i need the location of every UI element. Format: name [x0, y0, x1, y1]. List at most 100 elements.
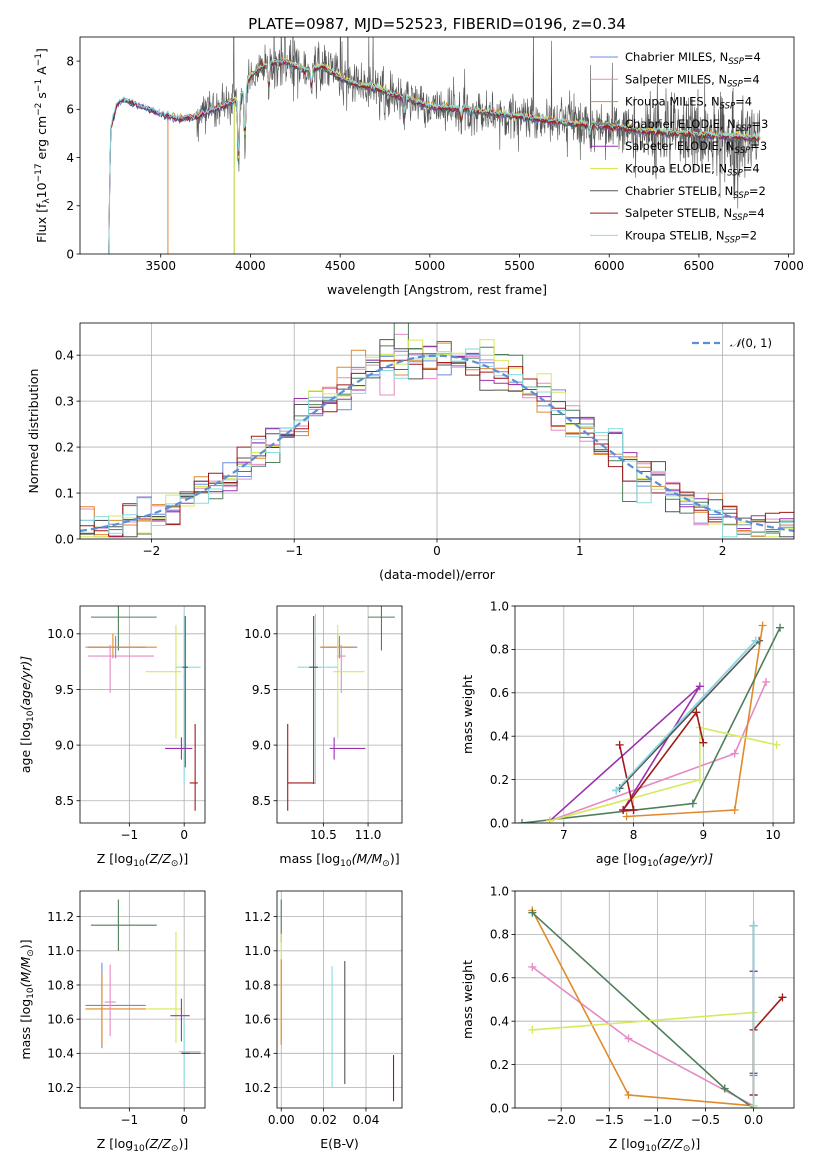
legend-entry-6: Chabrier STELIB, NSSP=2	[625, 184, 766, 201]
y-axis-label: Flux [fλ10−17 erg cm−2 s−1 A−1]	[34, 48, 52, 243]
legend-entry-5: Kroupa ELODIE, NSSP=4	[625, 162, 760, 179]
legend-entry-1: Salpeter MILES, NSSP=4	[625, 72, 760, 89]
data-point	[776, 623, 785, 632]
point-kroupa-elodie	[145, 624, 182, 739]
point-salpeter-elodie	[164, 737, 193, 760]
hist-chabrier-stelib	[80, 339, 794, 538]
xtick-label: −1	[120, 828, 138, 842]
chart-age-vs-Z: −1 0 8.5 9.0 9.5 10.0 Z [log10(Z/Z⊙)] age [log1…	[18, 605, 206, 869]
data-point	[730, 805, 739, 814]
xtick-label: 9	[700, 828, 708, 842]
ytick-label: 1.0	[490, 599, 509, 613]
ytick-label: 8.5	[55, 794, 74, 808]
ytick-label: 0.0	[55, 532, 74, 546]
data-point	[528, 962, 537, 971]
data-point	[720, 1084, 729, 1093]
ytick-label: 8.5	[252, 794, 271, 808]
point-chabrier-elodie	[368, 606, 395, 651]
series-line	[532, 1011, 755, 1106]
data-point	[629, 805, 638, 814]
data-point	[619, 805, 628, 814]
ytick-label: 11.2	[47, 910, 74, 924]
xtick-label: 0.00	[268, 1113, 295, 1127]
series-model-salpeter-elodie	[108, 59, 761, 253]
point-chabrier-elodie	[90, 899, 157, 951]
point-salpeter-stelib	[287, 723, 315, 811]
ytick-label: 0.0	[490, 1101, 509, 1115]
x-axis-label: E(B-V)	[320, 1136, 359, 1151]
ytick-label: 11.0	[47, 944, 74, 958]
xtick-label: −0.5	[691, 1113, 720, 1127]
chart-age-vs-mass: 10.5 11.0 8.5 9.0 9.5 10.0 mass [log10(M/M⊙)]	[244, 605, 403, 869]
xtick-label: −1.5	[595, 1113, 624, 1127]
data-point	[528, 1025, 537, 1034]
plot-area-age-vs-Z	[85, 606, 201, 811]
axes-frame	[79, 36, 795, 255]
ytick-label: 11.0	[244, 944, 271, 958]
ytick-label: 10.4	[244, 1047, 271, 1061]
ytick-label: 9.5	[55, 683, 74, 697]
series-line	[549, 726, 777, 822]
ytick-label: 11.2	[244, 910, 271, 924]
data-point	[699, 738, 708, 747]
point-kroupa-stelib	[297, 613, 338, 785]
ytick-label: 9.5	[252, 683, 271, 697]
y-axis-label: mass weight	[460, 675, 475, 754]
ytick-label: 0	[66, 247, 74, 261]
data-point	[688, 799, 697, 808]
data-point	[758, 621, 767, 630]
xtick-label: 1	[576, 544, 584, 558]
data-point	[772, 740, 781, 749]
xtick-label: 0.0	[744, 1113, 763, 1127]
legend-entry-normal: 𝒩(0, 1)	[730, 336, 772, 350]
ytick-label: 10.2	[244, 1081, 271, 1095]
xtick-label: 10.5	[310, 828, 337, 842]
xtick-label: 10	[765, 828, 780, 842]
point-chabrier-stelib	[182, 616, 189, 768]
point-kroupa-elodie	[333, 624, 365, 739]
ytick-label: 0.2	[55, 440, 74, 454]
xtick-label: 0	[433, 544, 441, 558]
ytick-label: 9.0	[55, 738, 74, 752]
chart-mass-vs-Z: −1 0 10.2 10.4 10.6 10.8 11.0 11.2 Z [log10(Z/Z⊙…	[18, 890, 206, 1154]
y-axis-label: mass weight	[460, 960, 475, 1039]
plot-area-mass-vs-EBV	[280, 899, 395, 1102]
point-chabrier-elodie	[90, 606, 157, 651]
point-salpeter-elodie	[170, 998, 190, 1042]
y-axis-label: mass [log10(M/M⊙)]	[18, 939, 36, 1059]
data-point	[695, 682, 704, 691]
x-axis-label: Z [log10(Z/Z⊙)]	[97, 1136, 188, 1154]
series-line	[752, 996, 784, 1095]
x-axis-label: mass [log10(M/M⊙)]	[279, 851, 399, 869]
series-salpeter-stelib	[615, 708, 708, 814]
axes-frame	[79, 890, 206, 1109]
ytick-label: 0.6	[490, 686, 509, 700]
data-point	[730, 749, 739, 758]
hist-kroupa-stelib	[80, 348, 794, 538]
series-kroupa-stelib	[612, 636, 760, 795]
plot-area-age-vs-mass	[287, 606, 395, 811]
xtick-label: 11.0	[355, 828, 382, 842]
point-salpeter-stelib	[189, 723, 198, 811]
point-kroupa-elodie	[145, 932, 182, 1044]
series-model-chabrier-miles	[108, 58, 760, 254]
ytick-label: 8	[66, 54, 74, 68]
xtick-label: −1.0	[643, 1113, 672, 1127]
series-line	[531, 910, 754, 1107]
series-model-chabrier-elodie	[233, 59, 760, 254]
series-kroupa-miles	[622, 621, 767, 821]
data-point	[624, 1034, 633, 1043]
data-point	[612, 786, 621, 795]
x-axis-label: age [log10(age/yr)]	[596, 851, 713, 869]
axes-frame	[79, 322, 795, 540]
chart-spectrum: 3500 4000 4500 5000 5500 6000 6500 7000 0 2 4 6 8 PLA…	[34, 15, 804, 297]
ytick-label: 10.6	[244, 1012, 271, 1026]
ytick-label: 10.0	[244, 627, 271, 641]
plot-area-spectrum	[108, 37, 761, 254]
point-kroupa-stelib	[178, 1017, 201, 1086]
point-kroupa-miles	[85, 633, 157, 659]
series-model-kroupa-elodie	[233, 57, 761, 254]
xtick-label: 5000	[415, 259, 446, 273]
data-point	[528, 908, 537, 917]
data-point	[622, 812, 631, 821]
